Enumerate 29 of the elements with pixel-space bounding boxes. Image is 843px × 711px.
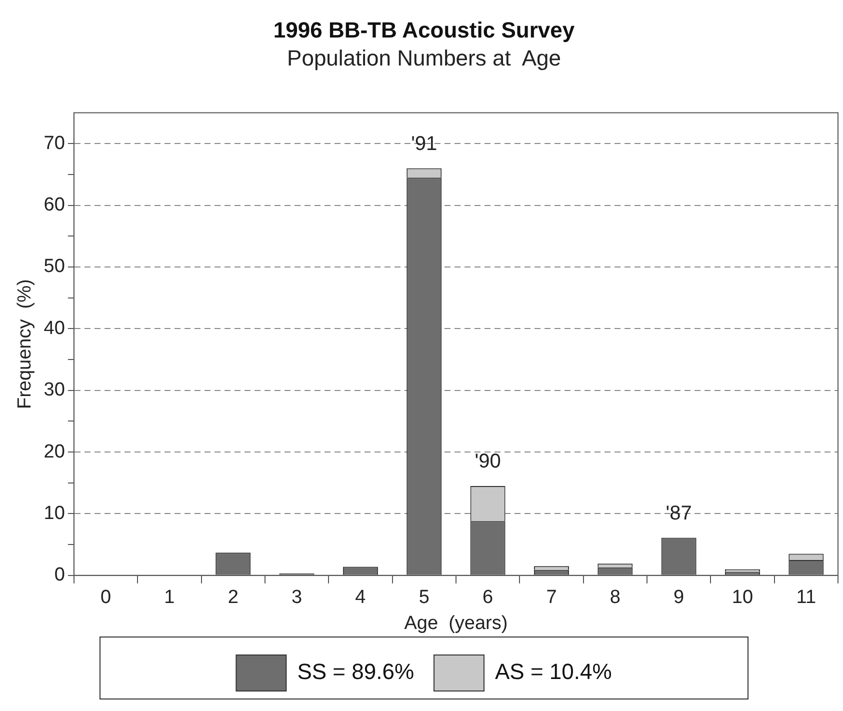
y-axis-title: Frequency (%) [14, 279, 36, 410]
x-tick-label: 2 [228, 587, 238, 608]
x-tick-label: 6 [482, 587, 494, 608]
x-tick-label: 8 [610, 587, 620, 608]
x-tick-label: 11 [796, 587, 816, 608]
legend-label: AS = 10.4% [495, 659, 612, 684]
x-tick-label: 0 [100, 587, 112, 608]
y-tick-label: 40 [44, 318, 65, 339]
x-tick-label: 5 [418, 587, 430, 608]
x-tick-label: 10 [732, 587, 754, 608]
y-tick-label: 30 [44, 380, 65, 401]
legend-label: SS = 89.6% [297, 659, 414, 684]
x-tick-label: 4 [355, 587, 366, 608]
x-tick-label: 1 [164, 587, 175, 608]
x-tick-label: 7 [546, 587, 557, 608]
y-tick-label: 0 [54, 564, 65, 586]
annotation: '91 [411, 132, 438, 155]
y-tick-label: 70 [44, 132, 65, 154]
y-tick-label: 50 [44, 256, 65, 278]
y-tick-label: 20 [44, 441, 65, 462]
y-tick-label: 10 [44, 502, 65, 524]
x-tick-label: 3 [291, 587, 302, 608]
chart-subtitle: Population Numbers at Age [287, 46, 561, 71]
x-axis-title: Age (years) [404, 612, 508, 634]
x-tick-label: 9 [674, 587, 684, 608]
annotation: '90 [474, 450, 501, 472]
y-tick-label: 60 [44, 194, 65, 216]
annotation: '87 [666, 502, 692, 524]
chart-title: 1996 BB-TB Acoustic Survey [273, 17, 576, 42]
